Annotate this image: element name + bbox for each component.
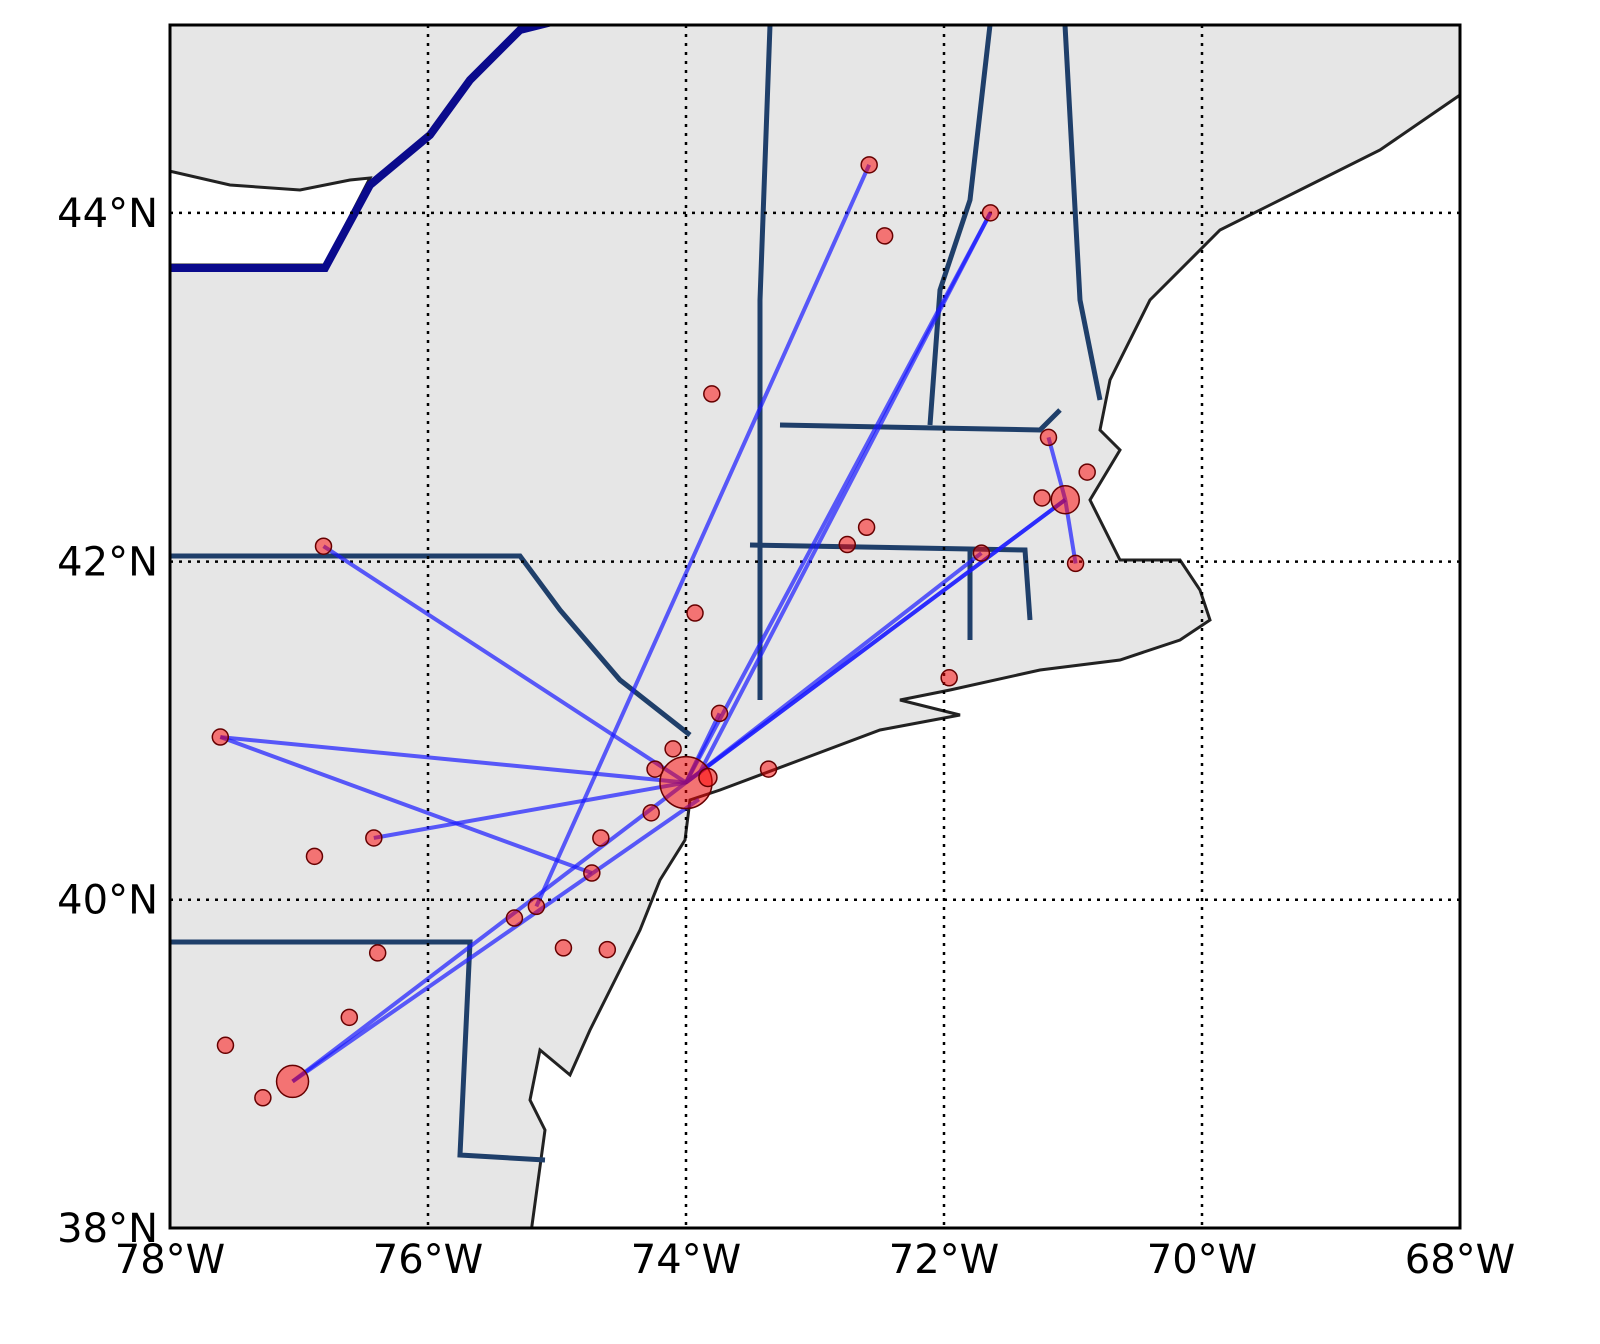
basemap [170, 25, 1460, 1228]
city-point [368, 944, 387, 962]
city-point [875, 227, 894, 245]
city-point [1039, 428, 1058, 447]
border [170, 25, 557, 272]
city-point [710, 704, 729, 723]
city-point [703, 385, 721, 403]
city-point [211, 728, 230, 746]
y-tick-label: 38°N [57, 1206, 158, 1252]
city-point [216, 1036, 235, 1055]
city-point [646, 760, 664, 778]
city-point [759, 760, 778, 778]
x-tick-label: 70°W [1147, 1237, 1257, 1283]
x-tick-label: 74°W [631, 1237, 741, 1283]
city-point [1078, 463, 1096, 481]
city-point [686, 604, 704, 622]
city-point [1033, 489, 1051, 507]
route [219, 735, 593, 875]
city-point [940, 669, 958, 687]
city-point [698, 767, 718, 788]
city-point [1050, 484, 1081, 515]
route [291, 780, 688, 1084]
city-point [981, 204, 1000, 222]
city-point [305, 847, 324, 866]
city-point [314, 537, 333, 555]
city-point [340, 1008, 359, 1027]
x-tick-label: 72°W [889, 1237, 999, 1283]
city-point [972, 544, 991, 562]
city-point [642, 804, 660, 822]
route [373, 780, 687, 840]
route [220, 735, 687, 785]
overlay [170, 25, 1460, 1228]
x-tick-label: 78°W [115, 1237, 225, 1283]
route [684, 498, 1067, 785]
city-point [598, 940, 617, 959]
city-point [505, 909, 524, 927]
route [291, 797, 701, 1084]
y-tick-label: 44°N [57, 191, 158, 237]
x-tick-label: 68°W [1405, 1237, 1515, 1283]
city-point [275, 1064, 310, 1099]
route [534, 164, 872, 908]
frame [168, 23, 1462, 1230]
x-tick-label: 76°W [373, 1237, 483, 1283]
city-point [365, 829, 383, 847]
city-point [527, 897, 546, 916]
city-point [857, 518, 876, 537]
route [322, 544, 688, 785]
city-point [860, 156, 878, 174]
city-point [592, 829, 610, 847]
city-point [664, 740, 682, 758]
state-lines [170, 25, 1103, 1163]
city-point [1066, 554, 1085, 573]
ocean [528, 93, 1460, 1228]
city-point [554, 939, 573, 957]
y-tick-label: 40°N [57, 878, 158, 924]
y-tick-label: 42°N [57, 540, 158, 586]
city-point [838, 535, 856, 554]
city-point [254, 1089, 272, 1107]
city-point [583, 864, 601, 882]
route [697, 211, 993, 776]
